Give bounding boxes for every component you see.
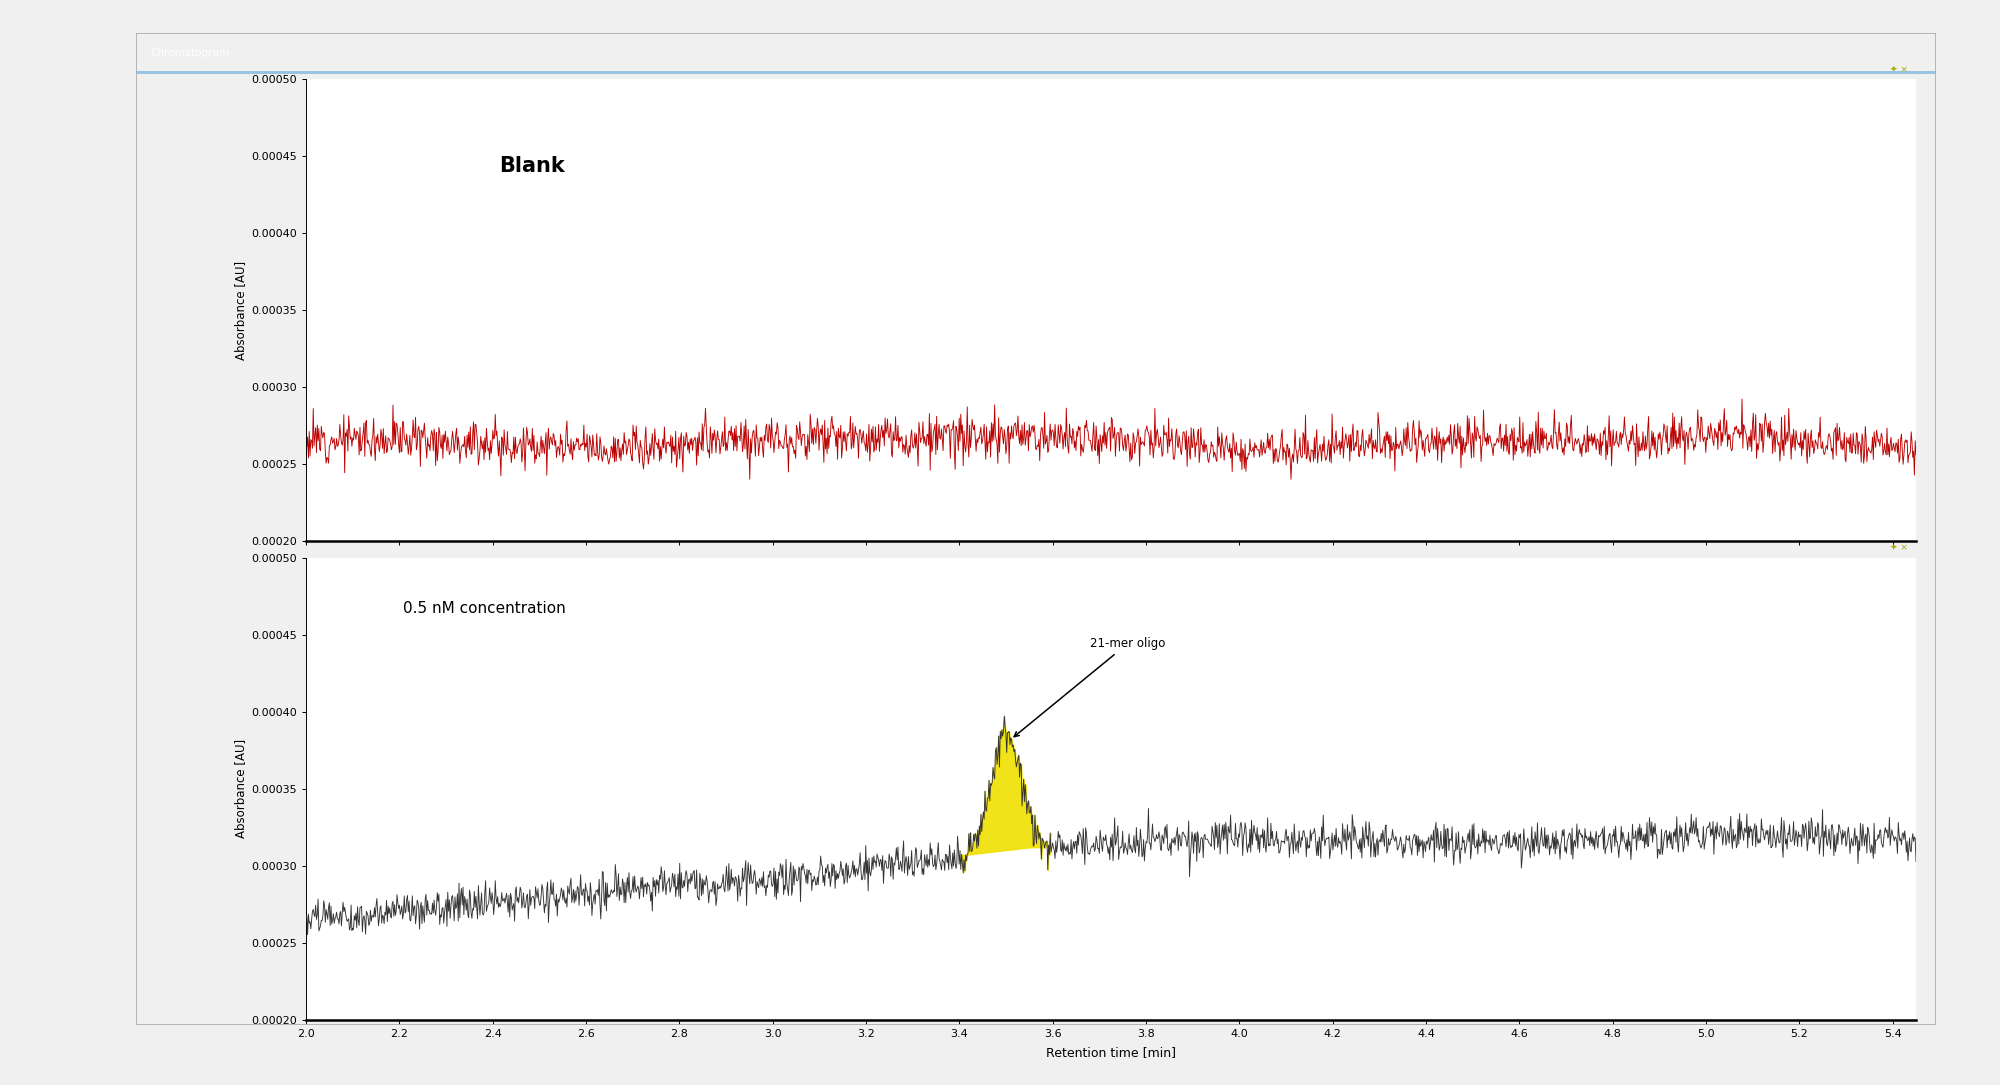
Text: Chromatogram: Chromatogram (150, 48, 230, 59)
Text: 0.5 nM concentration: 0.5 nM concentration (402, 601, 566, 616)
Y-axis label: Absorbance [AU]: Absorbance [AU] (234, 739, 248, 839)
X-axis label: Retention time [min]: Retention time [min] (1046, 1046, 1176, 1059)
Y-axis label: Absorbance [AU]: Absorbance [AU] (234, 260, 248, 360)
Text: 21-mer oligo: 21-mer oligo (1014, 637, 1166, 737)
Text: ✦ ×: ✦ × (1890, 65, 1908, 75)
Text: ✦ ×: ✦ × (1890, 544, 1908, 553)
Text: Blank: Blank (500, 155, 564, 176)
